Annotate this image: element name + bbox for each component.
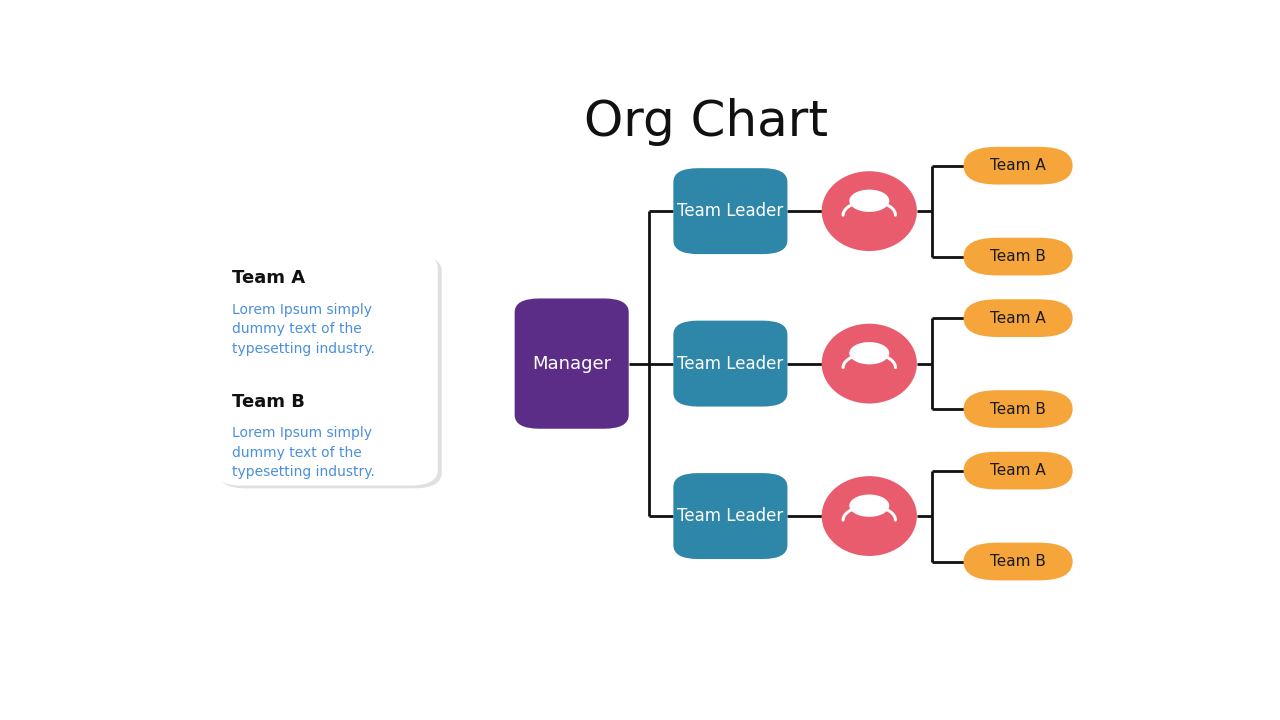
FancyBboxPatch shape — [673, 473, 787, 559]
FancyBboxPatch shape — [964, 238, 1073, 276]
Text: Team Leader: Team Leader — [677, 354, 783, 373]
Text: Lorem Ipsum simply
dummy text of the
typesetting industry.: Lorem Ipsum simply dummy text of the typ… — [233, 426, 375, 480]
Text: Team B: Team B — [991, 249, 1046, 264]
FancyBboxPatch shape — [964, 300, 1073, 337]
Text: Team B: Team B — [991, 402, 1046, 417]
Text: Team B: Team B — [233, 393, 306, 411]
FancyBboxPatch shape — [964, 543, 1073, 580]
Text: Team A: Team A — [991, 158, 1046, 174]
FancyBboxPatch shape — [964, 451, 1073, 490]
FancyBboxPatch shape — [673, 320, 787, 407]
Circle shape — [850, 495, 890, 517]
FancyBboxPatch shape — [515, 299, 628, 428]
Text: Team A: Team A — [991, 310, 1046, 325]
Ellipse shape — [822, 476, 916, 556]
FancyBboxPatch shape — [964, 390, 1073, 428]
Text: Team A: Team A — [991, 463, 1046, 478]
FancyBboxPatch shape — [215, 253, 438, 485]
Text: Team B: Team B — [991, 554, 1046, 569]
FancyBboxPatch shape — [219, 256, 442, 488]
Text: Manager: Manager — [532, 354, 612, 373]
Text: Org Chart: Org Chart — [584, 99, 828, 146]
Ellipse shape — [822, 171, 916, 251]
Text: Team Leader: Team Leader — [677, 202, 783, 220]
Circle shape — [850, 189, 890, 212]
Ellipse shape — [822, 324, 916, 403]
Text: Team Leader: Team Leader — [677, 507, 783, 525]
FancyBboxPatch shape — [964, 147, 1073, 184]
Text: Team A: Team A — [233, 269, 306, 287]
Circle shape — [850, 342, 890, 364]
FancyBboxPatch shape — [673, 168, 787, 254]
Text: Lorem Ipsum simply
dummy text of the
typesetting industry.: Lorem Ipsum simply dummy text of the typ… — [233, 302, 375, 356]
